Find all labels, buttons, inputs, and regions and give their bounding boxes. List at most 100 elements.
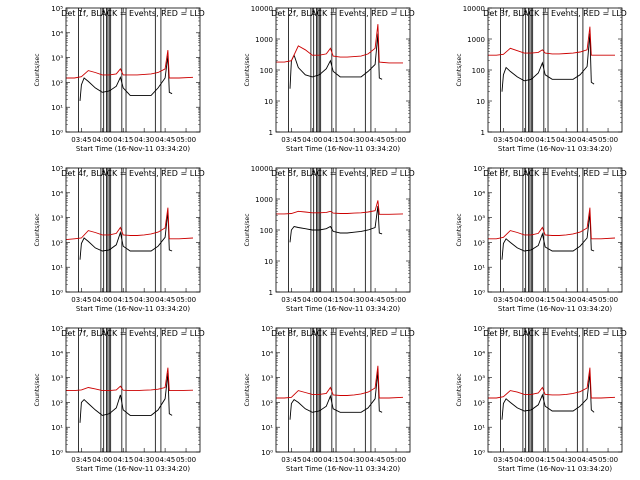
chart-title: Det 3f, BLACK = Events, RED = LLD [483,9,627,18]
x-tick-label: 03:45 [493,136,513,144]
x-tick-label: 03:45 [71,296,91,304]
y-tick-label: 10³ [51,55,63,63]
x-tick-label: 04:30 [344,136,364,144]
x-tick-label: 04:30 [556,456,576,464]
y-tick-label: 10 [264,258,273,266]
y-tick-label: 10⁰ [51,289,63,297]
x-tick-label: 04:00 [92,296,112,304]
series-events-line [501,33,595,92]
y-tick-label: 10⁴ [51,190,63,198]
series-events-line [79,211,173,260]
y-tick-label: 10⁴ [51,350,63,358]
chart-title: Det 8f, BLACK = Events, RED = LLD [271,329,415,338]
y-tick-label: 10² [473,399,485,407]
series-lld-line [488,207,616,240]
x-tick-label: 05:00 [598,296,618,304]
y-tick-label: 10¹ [473,424,485,432]
y-tick-label: 100 [260,67,273,75]
y-tick-label: 1000 [255,36,273,44]
plot-frame [275,7,411,133]
x-tick-label: 04:30 [134,456,154,464]
x-tick-label: 04:15 [323,136,343,144]
x-tick-label: 05:00 [598,136,618,144]
y-tick-label: 100 [472,67,485,75]
x-tick-label: 04:15 [323,456,343,464]
y-tick-label: 10³ [51,375,63,383]
x-tick-label: 04:00 [514,456,534,464]
y-tick-label: 10000 [251,165,273,173]
y-axis-label: Counts/sec [34,53,41,86]
x-tick-label: 03:45 [281,296,301,304]
x-tick-label: 04:45 [155,136,175,144]
y-tick-label: 10¹ [51,424,63,432]
x-tick-label: 04:00 [514,136,534,144]
y-axis-label: Counts/sec [456,373,463,406]
y-axis-label: Counts/sec [456,213,463,246]
plot-frame [65,327,201,453]
y-tick-label: 10⁴ [473,190,485,198]
x-tick-label: 04:15 [535,296,555,304]
chart-panel-2: Det 2f, BLACK = Events, RED = LLD 1 10 100 1… [244,5,415,153]
x-tick-label: 03:45 [281,456,301,464]
plot-frame [275,327,411,453]
y-tick-label: 10⁴ [473,350,485,358]
x-axis-label: Start Time (16-Nov-11 03:34:20) [76,145,190,153]
x-tick-label: 05:00 [176,456,196,464]
x-axis-label: Start Time (16-Nov-11 03:34:20) [76,305,190,313]
x-axis-label: Start Time (16-Nov-11 03:34:20) [498,145,612,153]
x-tick-label: 03:45 [493,296,513,304]
y-tick-label: 10¹ [51,104,63,112]
y-tick-label: 10⁰ [51,449,63,457]
series-lld-line [276,24,403,64]
x-tick-label: 04:45 [155,296,175,304]
y-tick-label: 10⁴ [261,350,273,358]
chart-panel-1: Det 1f, BLACK = Events, RED = LLD 10⁰ 10¹ 1… [34,5,205,153]
y-axis-label: Counts/sec [244,373,251,406]
series-events-line [289,371,383,420]
x-tick-label: 05:00 [176,296,196,304]
x-tick-label: 05:00 [386,136,406,144]
x-tick-label: 04:45 [577,136,597,144]
x-tick-label: 04:30 [134,296,154,304]
y-tick-label: 10³ [473,215,485,223]
chart-panel-6: Det 6f, BLACK = Events, RED = LLD 10⁰ 10¹ 1… [456,165,627,313]
plot-frame [487,167,623,293]
chart-title: Det 6f, BLACK = Events, RED = LLD [483,169,627,178]
series-lld-line [66,367,194,392]
y-tick-label: 10⁰ [473,289,485,297]
x-tick-label: 04:45 [365,136,385,144]
x-tick-label: 04:00 [302,456,322,464]
y-tick-label: 1000 [255,196,273,204]
chart-title: Det 4f, BLACK = Events, RED = LLD [61,169,205,178]
series-lld-line [488,367,616,399]
series-lld-line [488,26,615,56]
x-tick-label: 05:00 [598,456,618,464]
series-events-line [501,213,595,260]
x-tick-label: 04:30 [344,456,364,464]
y-tick-label: 1 [269,129,273,137]
y-tick-label: 10000 [463,5,485,13]
y-tick-label: 10⁵ [473,325,485,333]
y-tick-label: 10² [51,239,63,247]
x-axis-label: Start Time (16-Nov-11 03:34:20) [76,465,190,473]
chart-panel-7: Det 7f, BLACK = Events, RED = LLD 10⁰ 10¹ 1… [34,325,205,473]
y-tick-label: 1 [269,289,273,297]
x-tick-label: 04:45 [365,296,385,304]
y-tick-label: 10² [261,399,273,407]
series-events-line [501,373,595,420]
x-tick-label: 04:45 [155,456,175,464]
y-tick-label: 10⁰ [51,129,63,137]
y-tick-label: 10² [51,79,63,87]
series-lld-line [276,200,404,215]
chart-title: Det 1f, BLACK = Events, RED = LLD [61,9,205,18]
plot-frame [487,327,623,453]
y-tick-label: 10⁵ [261,325,273,333]
x-tick-label: 04:00 [92,136,112,144]
x-tick-label: 04:15 [323,296,343,304]
plot-frame [65,167,201,293]
x-tick-label: 04:15 [113,456,133,464]
y-tick-label: 10⁵ [51,5,63,13]
y-tick-label: 10¹ [51,264,63,272]
x-tick-label: 05:00 [386,296,406,304]
